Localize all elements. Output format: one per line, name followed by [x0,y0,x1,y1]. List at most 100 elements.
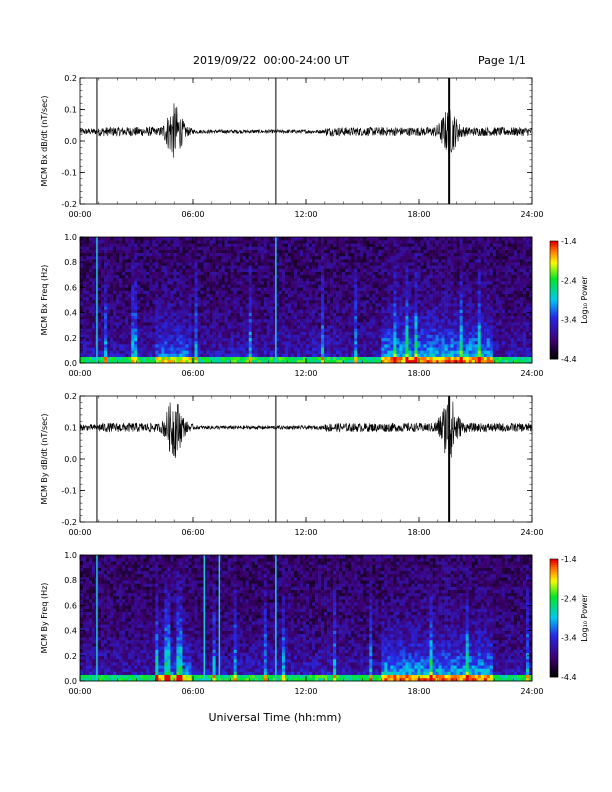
spectrogram-cell [176,262,180,266]
spectrogram-cell [399,281,403,285]
spectrogram-cell [212,290,216,294]
spectrogram-cell [435,312,439,317]
spectrogram-cell [125,325,129,329]
spectrogram-cell [381,274,385,279]
spectrogram-cell [176,322,180,326]
spectrogram-cell [236,255,240,260]
spectrogram-cell [351,268,355,272]
spectrogram-cell [330,290,334,294]
spectrogram-cell [209,306,213,310]
spectrogram-cell [372,293,376,298]
spectrogram-cell [137,240,141,244]
spectrogram-cell [83,328,87,332]
spectrogram-cell [378,290,382,294]
spectrogram-cell [188,281,192,285]
spectrogram-cell [179,296,183,301]
spectrogram-cell [336,331,340,335]
spectrogram-cell [381,359,385,364]
spectrogram-cell [309,347,313,351]
spectrogram-cell [98,318,102,323]
spectrogram-cell [119,359,123,364]
spectrogram-cell [263,249,268,254]
spectrogram-cell [194,262,198,266]
spectrogram-cell [402,252,406,257]
spectrogram-cell [393,296,397,301]
spectrogram-cell [101,243,105,247]
spectrogram-cell [182,290,186,294]
spectrogram-cell [236,287,240,291]
spectrogram-cell [185,281,189,285]
spectrogram-cell [89,237,93,241]
spectrogram-cell [399,271,403,276]
spectrogram-cell [327,293,331,298]
spectrogram-cell [399,252,403,257]
spectrogram-cell [122,334,126,339]
spectrogram-cell [149,240,153,244]
spectrogram-cell [251,318,256,323]
spectrogram-cell [86,340,90,345]
spectrogram-cell [203,356,207,361]
spectrogram-cell [191,300,195,304]
spectrogram-cell [239,259,244,263]
spectrogram-cell [197,240,201,244]
spectrogram-cell [113,315,117,320]
spectrogram-cell [318,287,322,291]
spectrogram-cell [405,274,409,279]
spectrogram-cell [173,315,177,320]
spectrogram-cell [360,243,364,247]
spectrogram-cell [278,309,283,313]
spectrogram-cell [375,331,379,335]
spectrogram-cell [113,322,117,326]
spectrogram-cell [221,281,225,285]
spectrogram-cell [357,237,361,241]
spectrogram-cell [318,237,322,241]
spectrogram-cell [125,290,129,294]
spectrogram-cell [218,255,222,260]
spectrogram-cell [411,277,415,282]
spectrogram-cell [339,359,343,364]
spectrogram-cell [83,350,87,354]
spectrogram-cell [321,353,325,357]
spectrogram-cell [86,255,90,260]
spectrogram-cell [438,252,442,257]
spectrogram-cell [176,325,180,329]
spectrogram-cell [158,262,162,266]
spectrogram-cell [101,274,105,279]
spectrogram-cell [131,331,135,335]
spectrogram-cell [426,356,430,361]
spectrogram-cell [378,281,382,285]
spectrogram-cell [345,347,349,351]
spectrogram-cell [263,284,268,288]
spectrogram-cell [390,328,394,332]
spectrogram-cell [402,337,406,342]
spectrogram-cell [375,243,379,247]
spectrogram-cell [224,271,228,276]
spectrogram-cell [423,322,427,326]
spectrogram-cell [432,249,436,254]
spectrogram-cell [284,331,289,335]
spectrogram-cell [327,296,331,301]
spectrogram-cell [98,259,102,263]
spectrogram-cell [254,296,259,301]
spectrogram-cell [110,318,114,323]
spectrogram-cell [423,255,427,260]
spectrogram-cell [98,344,102,348]
spectrogram-cell [212,265,216,269]
spectrogram-cell [299,255,304,260]
spectrogram-cell [218,331,222,335]
spectrogram-cell [92,255,96,260]
spectrogram-cell [158,277,162,282]
spectrogram-cell [179,331,183,335]
spectrogram-cell [384,347,388,351]
spectrogram-cell [327,356,331,361]
spectrogram-cell [360,328,364,332]
spectrogram-cell [372,334,376,339]
spectrogram-cell [375,296,379,301]
spectrogram-cell [402,237,406,241]
spectrogram-cell [131,271,135,276]
spectrogram-cell [369,347,373,351]
spectrogram-cell [360,252,364,257]
spectrogram-cell [354,262,358,266]
spectrogram-cell [89,318,93,323]
spectrogram-cell [378,325,382,329]
